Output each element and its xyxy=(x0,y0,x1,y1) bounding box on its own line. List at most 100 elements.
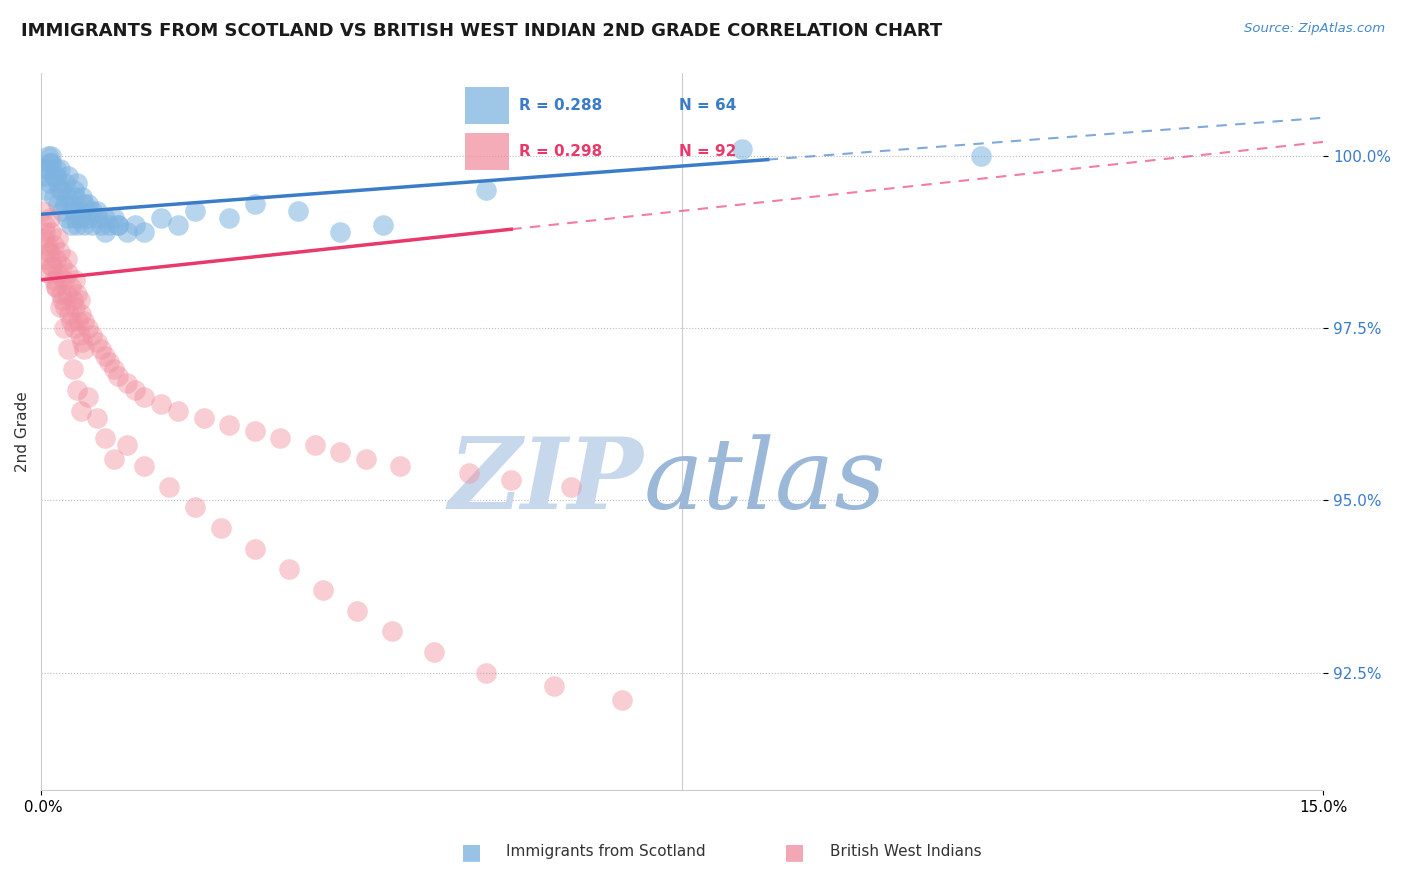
Point xyxy=(65,190,87,204)
Point xyxy=(46,266,69,280)
Point xyxy=(62,183,84,197)
Point xyxy=(86,211,108,225)
Text: ■: ■ xyxy=(461,842,481,862)
Point xyxy=(329,225,352,239)
Point xyxy=(58,307,80,321)
Point xyxy=(184,203,207,218)
Point xyxy=(62,293,84,308)
Point xyxy=(77,390,100,404)
Point xyxy=(53,321,76,335)
Point xyxy=(90,342,112,356)
Point xyxy=(73,197,96,211)
Point xyxy=(107,218,129,232)
Point xyxy=(731,142,754,156)
Point xyxy=(501,473,523,487)
Point xyxy=(167,403,190,417)
Text: ■: ■ xyxy=(785,842,804,862)
Point xyxy=(45,162,67,177)
Point xyxy=(149,211,172,225)
Point xyxy=(51,203,73,218)
Point xyxy=(243,197,266,211)
Point xyxy=(98,218,121,232)
Point xyxy=(41,149,63,163)
Point xyxy=(69,327,91,342)
Point xyxy=(69,211,91,225)
Point xyxy=(34,252,56,266)
Point xyxy=(66,383,89,397)
Point xyxy=(46,231,69,245)
Point xyxy=(77,211,100,225)
Point xyxy=(65,273,87,287)
Point xyxy=(132,458,155,473)
Point xyxy=(34,183,56,197)
Point xyxy=(184,500,207,515)
Point xyxy=(41,259,63,273)
Point xyxy=(34,225,56,239)
Point xyxy=(62,203,84,218)
Text: ZIP: ZIP xyxy=(449,434,644,530)
Point xyxy=(60,218,83,232)
Point xyxy=(354,452,377,467)
Point xyxy=(70,403,93,417)
Point xyxy=(66,314,89,328)
Point xyxy=(38,245,60,260)
Point xyxy=(46,176,69,190)
Point xyxy=(65,301,87,315)
Point xyxy=(103,211,125,225)
Point xyxy=(62,321,84,335)
Point xyxy=(193,410,215,425)
Point xyxy=(58,342,80,356)
Point xyxy=(42,273,65,287)
Point xyxy=(86,203,108,218)
Point xyxy=(86,334,108,349)
Text: Immigrants from Scotland: Immigrants from Scotland xyxy=(506,845,706,859)
Point xyxy=(34,218,56,232)
Point xyxy=(66,176,89,190)
Point xyxy=(49,245,72,260)
Point xyxy=(37,266,59,280)
Point xyxy=(51,183,73,197)
Point xyxy=(70,334,93,349)
Point xyxy=(34,169,56,184)
Point xyxy=(77,321,100,335)
Point xyxy=(53,301,76,315)
Point xyxy=(45,252,67,266)
Point xyxy=(269,431,291,445)
Point xyxy=(60,279,83,293)
Point xyxy=(304,438,326,452)
Point xyxy=(58,266,80,280)
Point xyxy=(209,521,232,535)
Point xyxy=(94,349,117,363)
Point xyxy=(69,203,91,218)
Text: Source: ZipAtlas.com: Source: ZipAtlas.com xyxy=(1244,22,1385,36)
Point xyxy=(45,279,67,293)
Point xyxy=(49,286,72,301)
Point xyxy=(124,383,146,397)
Point xyxy=(62,362,84,376)
Point xyxy=(70,190,93,204)
Point xyxy=(46,197,69,211)
Point xyxy=(55,190,77,204)
Point xyxy=(457,466,479,480)
Point xyxy=(94,211,117,225)
Point xyxy=(53,197,76,211)
Point xyxy=(312,582,335,597)
Point xyxy=(49,301,72,315)
Point xyxy=(60,197,83,211)
Point xyxy=(560,479,582,493)
Point xyxy=(380,624,402,639)
Point xyxy=(34,162,56,177)
Point xyxy=(41,225,63,239)
Point xyxy=(329,445,352,459)
Point xyxy=(82,327,104,342)
Point xyxy=(37,162,59,177)
Point xyxy=(65,211,87,225)
Point xyxy=(243,541,266,556)
Text: British West Indians: British West Indians xyxy=(830,845,981,859)
Point xyxy=(612,693,634,707)
Point xyxy=(45,279,67,293)
Point xyxy=(58,169,80,184)
Point xyxy=(38,155,60,169)
Point xyxy=(115,376,138,391)
Point xyxy=(73,218,96,232)
